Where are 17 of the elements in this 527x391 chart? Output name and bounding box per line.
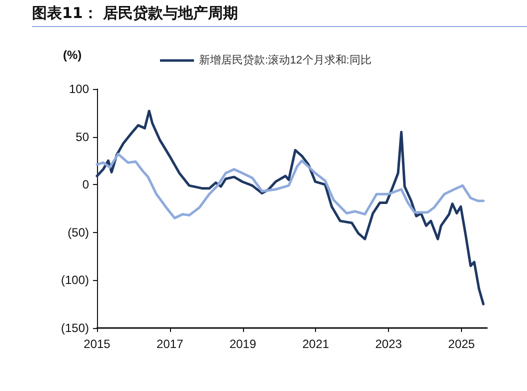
x-tick-label: 2025	[448, 337, 476, 351]
y-tick-label: (50)	[68, 225, 89, 240]
x-tick-label: 2017	[156, 337, 184, 351]
x-tick-label: 2021	[302, 337, 330, 351]
y-tick-label: 0	[82, 178, 90, 192]
chart-title: 图表11： 居民贷款与地产周期	[32, 4, 527, 27]
y-tick-label: 100	[68, 82, 90, 96]
y-axis-title: (%)	[63, 48, 82, 62]
x-tick-label: 2023	[375, 337, 402, 351]
y-tick-label: (150)	[60, 321, 89, 335]
legend-label: 新增居民贷款:滚动12个月求和:同比	[199, 54, 372, 66]
line-series	[96, 110, 485, 306]
x-tick-label: 2015	[84, 337, 111, 351]
line-series	[96, 152, 485, 220]
x-tick-label: 2019	[229, 337, 256, 351]
y-tick-label: (100)	[60, 273, 89, 288]
y-tick-label: 50	[76, 130, 90, 144]
